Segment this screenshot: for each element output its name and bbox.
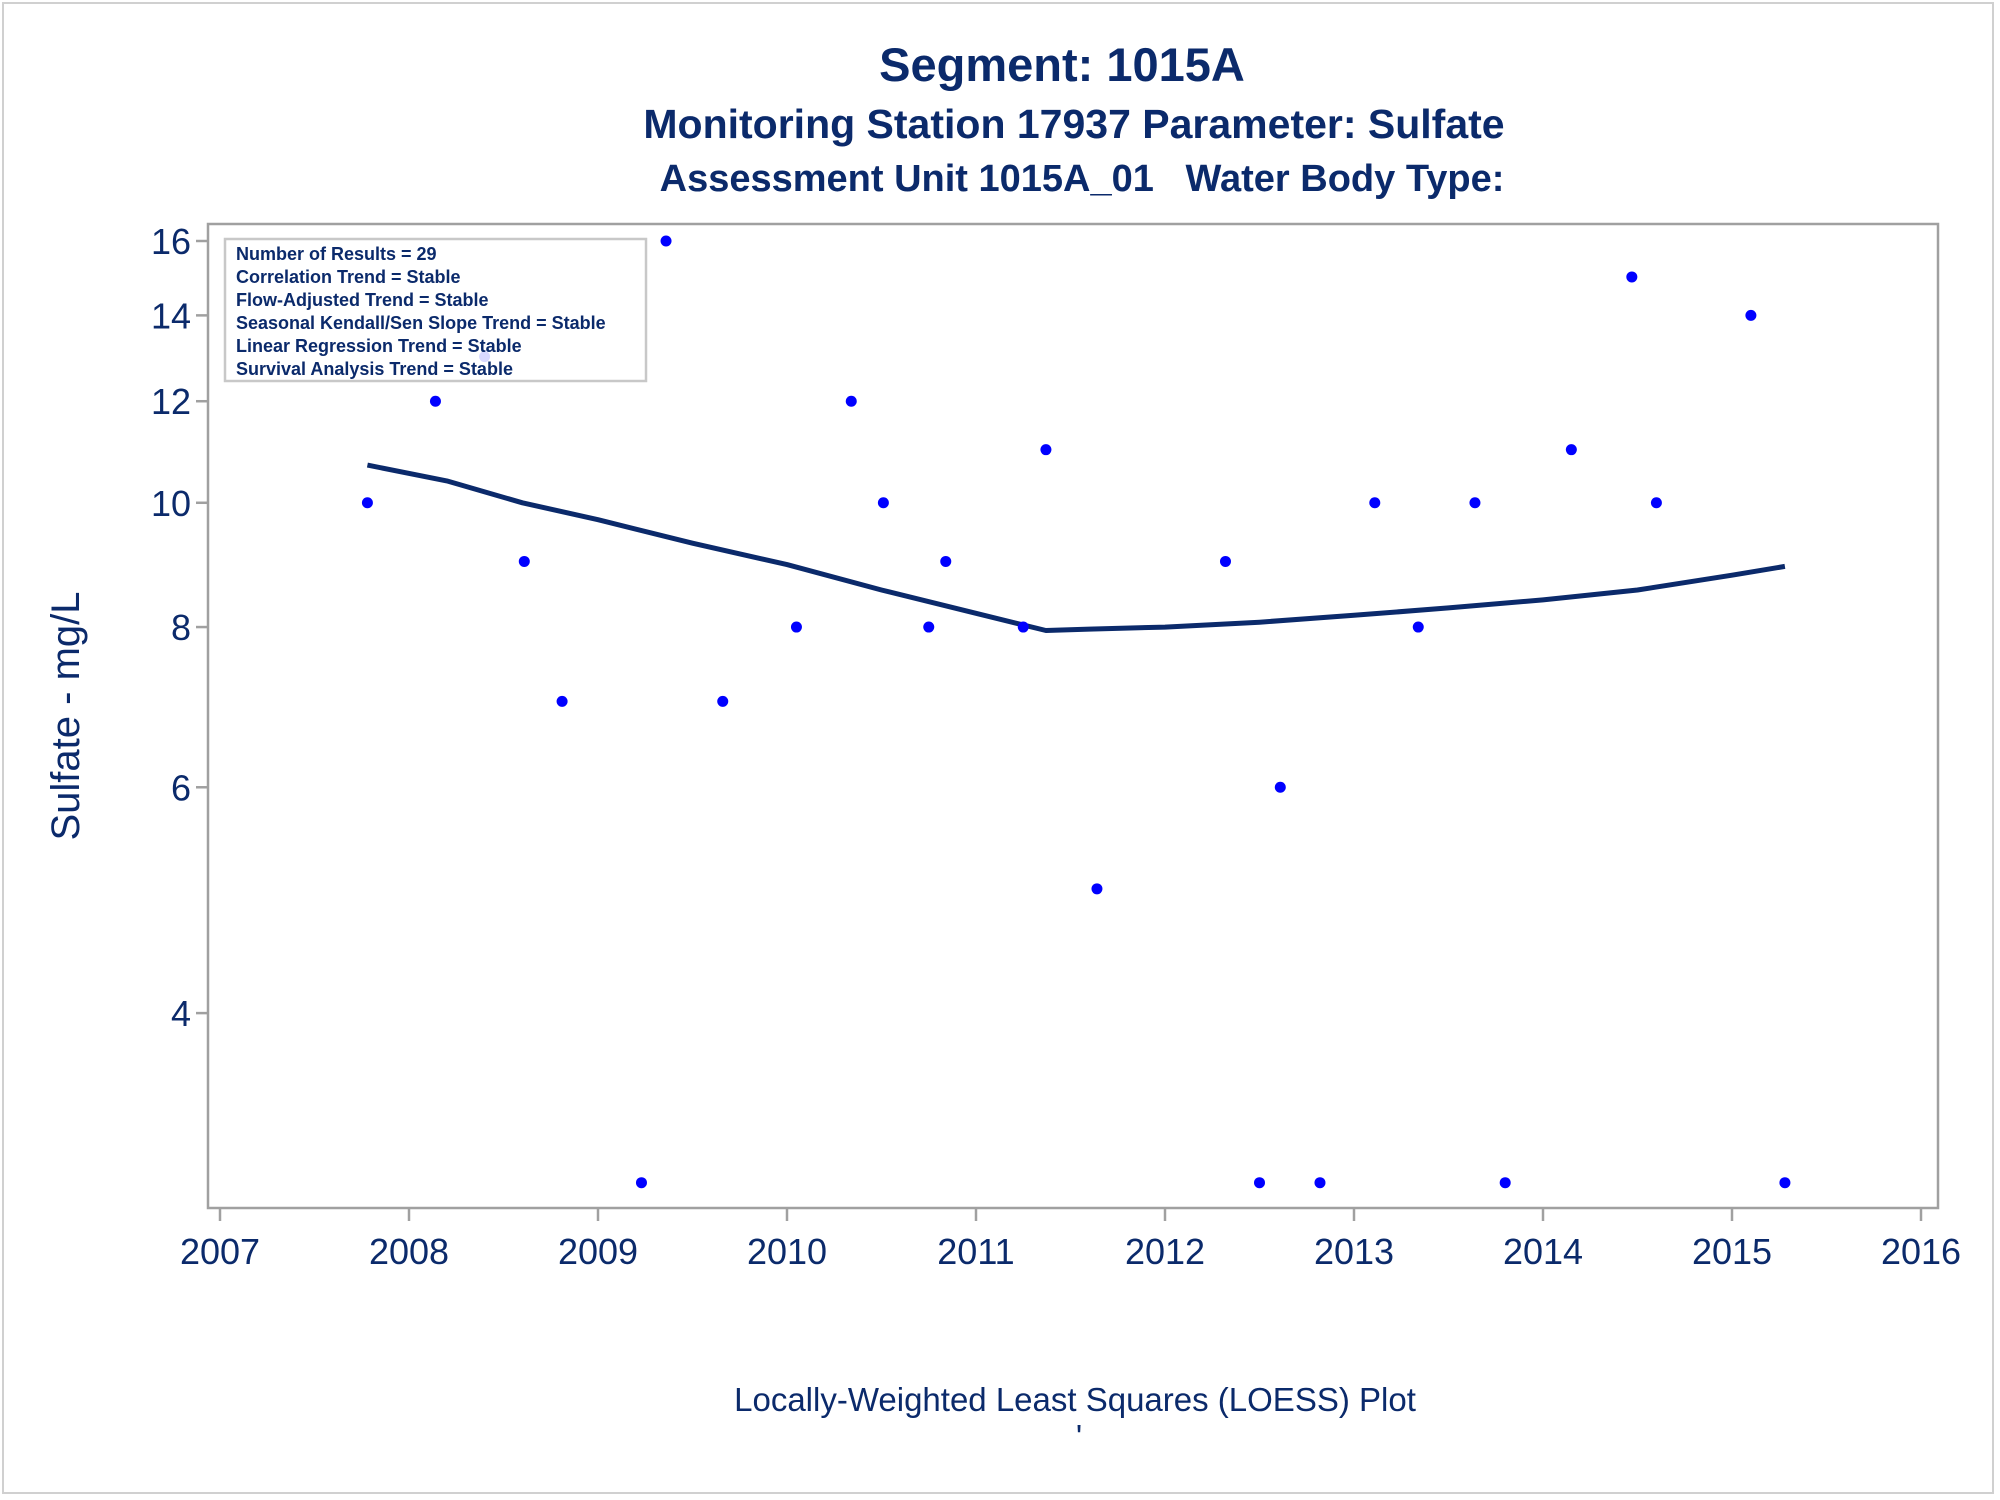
data-point — [1469, 497, 1481, 509]
data-point — [518, 555, 530, 567]
stats-legend-box: Number of Results = 29 Correlation Trend… — [223, 237, 648, 383]
x-tick-label: 2007 — [180, 1231, 260, 1272]
loess-line — [366, 462, 1786, 633]
x-tick-label: 2010 — [747, 1231, 827, 1272]
y-tick-label: 8 — [171, 607, 191, 648]
x-tick-label: 2012 — [1125, 1231, 1205, 1272]
data-point — [1369, 497, 1381, 509]
data-point — [1779, 1177, 1791, 1189]
data-point — [1017, 621, 1029, 633]
legend-line-linear-regression: Linear Regression Trend = Stable — [236, 336, 522, 356]
y-tick-label: 4 — [171, 993, 191, 1034]
y-tick-label: 16 — [151, 221, 191, 262]
data-point — [940, 555, 952, 567]
data-point — [1412, 621, 1424, 633]
y-tick-label: 6 — [171, 767, 191, 808]
x-tick-label: 2008 — [369, 1231, 449, 1272]
y-tick-label: 12 — [151, 381, 191, 422]
legend-border — [223, 237, 648, 383]
data-point — [1091, 883, 1103, 895]
data-point — [845, 395, 857, 407]
data-point — [429, 395, 441, 407]
data-point — [660, 235, 672, 247]
data-point — [1254, 1177, 1265, 1189]
data-point — [1745, 309, 1757, 321]
data-point — [1274, 781, 1286, 793]
y-tick-label: 14 — [151, 295, 191, 336]
legend-line-seasonal-kendall: Seasonal Kendall/Sen Slope Trend = Stabl… — [236, 313, 606, 333]
x-tick-label: 2013 — [1314, 1231, 1394, 1272]
legend-line-survival: Survival Analysis Trend = Stable — [236, 359, 513, 379]
data-point — [635, 1177, 647, 1189]
plot-area — [206, 222, 1940, 1210]
x-tick-label: 2015 — [1692, 1231, 1772, 1272]
y-tick-label: 10 — [151, 483, 191, 524]
y-axis: 4 6 8 10 12 14 16 — [151, 221, 208, 1034]
footnote-mark: ' — [1076, 1418, 1082, 1455]
x-tick-label: 2011 — [937, 1231, 1014, 1272]
data-point — [923, 621, 935, 633]
y-axis-label: Sulfate - mg/L — [44, 591, 88, 840]
data-point — [1565, 444, 1577, 456]
data-point — [790, 621, 802, 633]
data-point — [717, 695, 729, 707]
chart-title: Segment: 1015A — [879, 38, 1245, 91]
legend-line-results: Number of Results = 29 — [236, 244, 437, 264]
legend-line-correlation: Correlation Trend = Stable — [236, 267, 461, 287]
legend-line-flow-adjusted: Flow-Adjusted Trend = Stable — [236, 290, 489, 310]
data-point — [556, 695, 568, 707]
data-point — [1314, 1177, 1326, 1189]
footnote: Locally-Weighted Least Squares (LOESS) P… — [734, 1381, 1416, 1418]
chart-subtitle-assessment: Assessment Unit 1015A_01 Water Body Type… — [660, 158, 1505, 200]
data-point — [1499, 1177, 1511, 1189]
data-point — [877, 497, 889, 509]
x-tick-label: 2014 — [1503, 1231, 1583, 1272]
data-point — [1650, 497, 1662, 509]
data-point — [361, 497, 373, 509]
x-tick-label: 2016 — [1881, 1231, 1961, 1272]
chart-subtitle-station: Monitoring Station 17937 Parameter: Sulf… — [643, 101, 1504, 147]
x-axis: 2007 2008 2009 2010 2011 2012 2013 2014 2015 2016 — [180, 1208, 1961, 1272]
data-point — [1040, 444, 1052, 456]
data-point — [1219, 555, 1231, 567]
data-point — [1626, 271, 1638, 283]
x-tick-label: 2009 — [558, 1231, 638, 1272]
